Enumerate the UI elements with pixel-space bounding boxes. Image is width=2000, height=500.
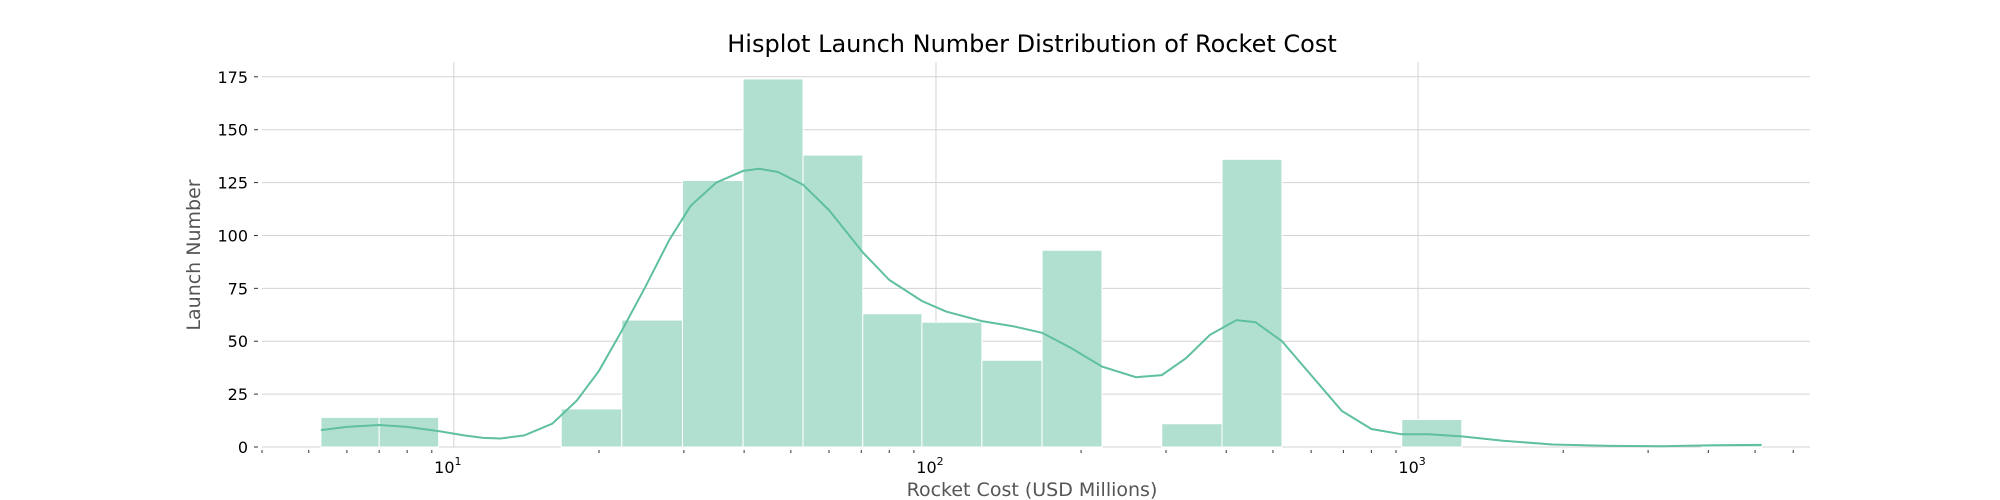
x-tick-label: 102 bbox=[916, 455, 943, 477]
grid-lines bbox=[262, 62, 1810, 448]
histogram-bars bbox=[320, 78, 1763, 448]
histogram-bar bbox=[320, 416, 380, 448]
histogram-bar bbox=[621, 319, 683, 448]
chart-title: Hisplot Launch Number Distribution of Ro… bbox=[727, 30, 1337, 58]
y-tick-label: 0 bbox=[238, 438, 248, 457]
histogram-bar bbox=[921, 321, 983, 448]
histogram-bar bbox=[1161, 423, 1223, 448]
y-tick-label: 75 bbox=[228, 279, 248, 298]
y-tick-label: 175 bbox=[217, 68, 248, 87]
kde-curve bbox=[320, 167, 1762, 448]
x-tick-label: 103 bbox=[1398, 455, 1425, 477]
y-axis-label: Launch Number bbox=[183, 179, 205, 330]
kde-line bbox=[320, 167, 1762, 448]
x-tick-label: 101 bbox=[434, 455, 461, 477]
y-tick-label: 100 bbox=[217, 226, 248, 245]
histogram-bar bbox=[681, 179, 744, 448]
y-axis-ticks: 0 25 50 75 100 125 150 175 bbox=[217, 68, 258, 457]
histogram-bar bbox=[802, 154, 864, 448]
histogram-bar bbox=[1221, 158, 1283, 448]
histogram-bar bbox=[862, 313, 923, 448]
histogram-bar bbox=[1401, 419, 1463, 448]
histogram-bar bbox=[742, 78, 804, 448]
histogram-bar bbox=[378, 416, 440, 448]
x-axis-ticks: 101 102 103 bbox=[261, 450, 1794, 477]
histogram-bar bbox=[981, 359, 1043, 448]
y-tick-label: 150 bbox=[217, 121, 248, 140]
histogram-bar bbox=[560, 408, 623, 448]
x-axis-label: Rocket Cost (USD Millions) bbox=[907, 479, 1158, 500]
y-tick-label: 125 bbox=[217, 174, 248, 193]
y-tick-label: 50 bbox=[228, 332, 248, 351]
y-tick-label: 25 bbox=[228, 385, 248, 404]
